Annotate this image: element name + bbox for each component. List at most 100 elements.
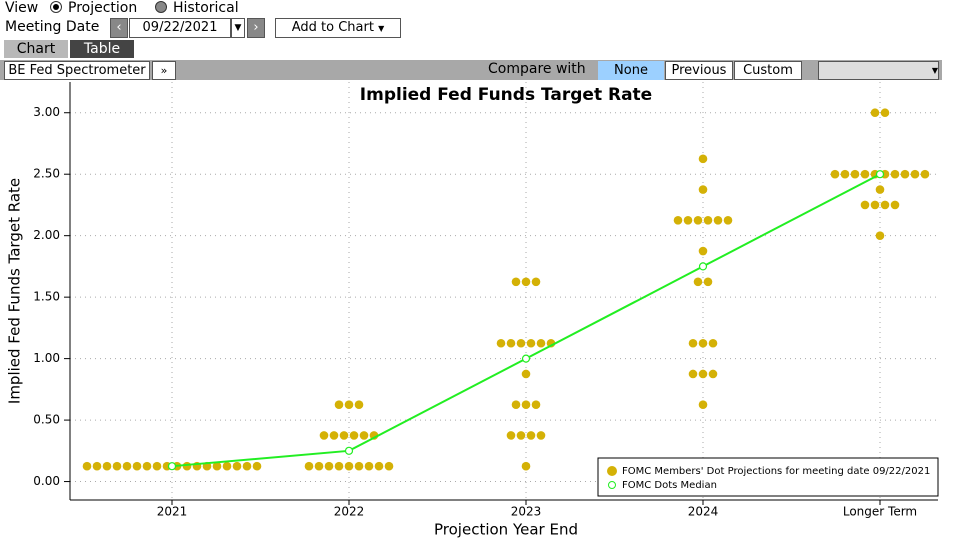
tab[interactable]: Table (70, 40, 134, 58)
dot (82, 461, 92, 471)
dot (536, 431, 546, 440)
dot (870, 200, 880, 210)
dot (152, 461, 162, 471)
dot (511, 400, 521, 410)
add-to-chart-label: Add to Chart (291, 20, 374, 35)
dot (875, 185, 885, 194)
dot (516, 431, 526, 440)
median-marker (698, 262, 708, 271)
compare-option[interactable]: None (598, 61, 664, 80)
dot (516, 338, 526, 348)
dot (890, 200, 900, 210)
dot (496, 338, 506, 348)
dot (880, 108, 890, 118)
dot (531, 400, 541, 410)
legend-box (597, 457, 939, 497)
dot (850, 169, 860, 179)
dot (329, 431, 339, 440)
dot (698, 400, 708, 410)
dot (314, 461, 324, 471)
dot (344, 461, 354, 471)
dot (212, 461, 222, 471)
dot (506, 338, 516, 348)
dot (870, 108, 880, 118)
y-tick-label: 3.00 (33, 105, 60, 119)
dot (698, 185, 708, 194)
dot (252, 461, 262, 471)
dot (364, 461, 374, 471)
dot (242, 461, 252, 471)
custom-dropdown[interactable]: ▼ (818, 61, 939, 80)
y-tick-label: 0.50 (33, 413, 60, 427)
dot (521, 277, 531, 287)
x-tick-label: Longer Term (843, 505, 917, 519)
dot (703, 216, 713, 225)
dot (142, 461, 152, 471)
dot (374, 461, 384, 471)
dot (526, 431, 536, 440)
y-axis-label: Implied Fed Funds Target Rate (6, 178, 24, 404)
median-marker (167, 462, 177, 471)
dot (222, 461, 232, 471)
view-label: View (5, 0, 39, 16)
dot (334, 400, 344, 410)
dot (506, 431, 516, 440)
dot (521, 461, 531, 471)
dot (384, 461, 394, 471)
y-tick-label: 0.00 (33, 474, 60, 488)
dot (232, 461, 242, 471)
dot (102, 461, 112, 471)
dot (112, 461, 122, 471)
radio-label[interactable]: Projection (68, 0, 138, 16)
dot (890, 169, 900, 179)
radio-off[interactable] (155, 1, 167, 13)
dot (354, 400, 364, 410)
next-button[interactable]: › (247, 18, 265, 38)
dot (880, 200, 890, 210)
dot (703, 277, 713, 287)
x-tick-label: 2023 (511, 505, 542, 519)
source-field[interactable]: BE Fed Spectrometer (4, 61, 150, 80)
legend-swatch (607, 466, 617, 476)
x-tick-label: 2022 (334, 505, 365, 519)
dot (92, 461, 102, 471)
y-tick-label: 2.50 (33, 167, 60, 181)
dot (349, 431, 359, 440)
dot (324, 461, 334, 471)
dot (688, 369, 698, 379)
radio-on[interactable] (50, 1, 62, 13)
dot (182, 461, 192, 471)
dot (304, 461, 314, 471)
dot (900, 169, 910, 179)
radio-label[interactable]: Historical (173, 0, 239, 16)
dot (536, 338, 546, 348)
dot (354, 461, 364, 471)
dot (693, 277, 703, 287)
compare-option[interactable]: Previous (665, 61, 733, 80)
dot (531, 277, 541, 287)
y-tick-label: 1.00 (33, 351, 60, 365)
meeting-date-label: Meeting Date (5, 19, 100, 35)
dot (521, 400, 531, 410)
prev-button[interactable]: ‹ (110, 18, 128, 38)
date-dropdown[interactable]: ▼ (231, 18, 245, 38)
dot (122, 461, 132, 471)
date-field[interactable]: 09/22/2021 (129, 18, 231, 38)
dot (860, 200, 870, 210)
compare-option[interactable]: Custom (734, 61, 802, 80)
dot (688, 338, 698, 348)
dot (698, 338, 708, 348)
dot (132, 461, 142, 471)
dot (693, 216, 703, 225)
median-marker (344, 446, 354, 455)
dot (344, 400, 354, 410)
add-to-chart[interactable]: Add to Chart ▼ (275, 18, 401, 38)
tab[interactable]: Chart (4, 40, 68, 58)
dot (683, 216, 693, 225)
dot (334, 461, 344, 471)
expand-button[interactable]: » (152, 61, 176, 80)
dot (875, 231, 885, 240)
dot (920, 169, 930, 179)
dot (526, 338, 536, 348)
